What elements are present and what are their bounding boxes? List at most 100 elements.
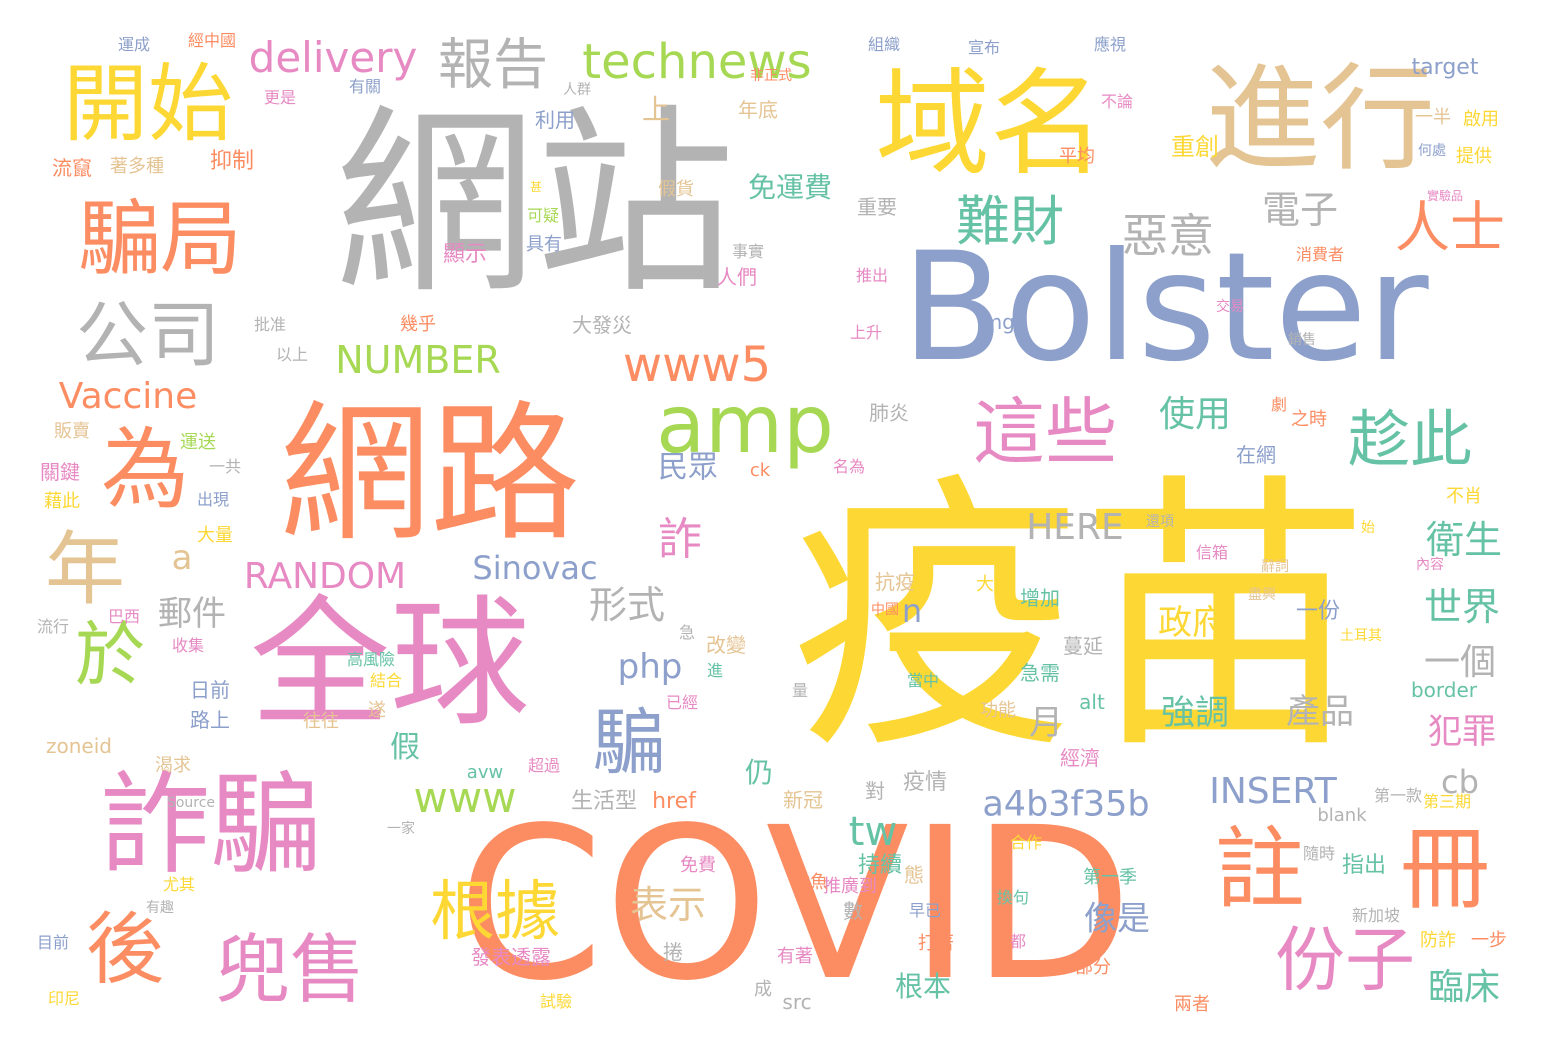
word-192: 劇 [1270,395,1288,414]
word-46: 衛生 [1425,518,1503,562]
word-20: 趁此 [1347,403,1473,476]
word-167: 人群 [563,82,591,98]
word-19: 這些 [972,390,1118,474]
word-161: 運成 [117,35,151,54]
word-154: 高風險 [346,650,396,669]
word-150: 渴求 [155,755,191,776]
word-191: 名為 [832,457,866,476]
word-href: href [652,789,696,814]
word-53: 政府 [1158,603,1226,643]
word-146: 合作 [1009,833,1043,852]
word-134: 發表透露 [471,945,551,969]
word-148: 功能 [980,700,1016,721]
word-91: 肺炎 [869,401,909,425]
word-170: 不論 [1100,92,1134,111]
word-190: 有趣 [146,900,174,916]
word-13: 為 [100,418,190,521]
word-5: 網路 [279,388,581,562]
word-156: 流行 [36,617,70,636]
word-17: 兜售 [214,925,366,1014]
word-25: 騙 [580,704,664,776]
word-49: 犯罪 [1428,712,1496,752]
word-tw: tw [848,809,898,855]
word-163: 組織 [867,35,901,54]
word-insert: INSERT [1209,771,1337,812]
word-96: 蔓延 [1063,634,1103,658]
word-64: 月 [1029,703,1063,743]
word-168: 非正式 [750,68,792,84]
word-114: 販賣 [54,421,90,442]
word-65: 上 [641,93,671,126]
word-93: 改變 [706,633,746,657]
word-74: 新冠 [783,788,823,812]
word-182: 中國 [871,602,899,618]
word-143: 早已 [908,901,942,920]
word-126: 第三期 [1422,792,1472,811]
word-159: 出現 [196,490,230,509]
word-87: 抑制 [209,149,255,174]
word-sinovac: Sinovac [472,549,598,587]
word-185: 已經 [665,693,699,712]
word-zoneid: zoneid [46,734,112,758]
word-71: 疫情 [902,770,948,795]
word-103: 平均 [1059,146,1095,167]
word-155: 巴西 [107,607,141,626]
word-138: 目前 [36,933,70,952]
word-target: target [1411,55,1479,80]
word-src: src [782,990,812,1014]
word-125: 第一款 [1373,786,1423,805]
word-189: 捲 [663,940,683,964]
word-66: 假 [390,730,420,765]
word-1: 疫苗 [790,451,1370,788]
word-11: 騙局 [77,192,243,287]
word-176: 始 [1361,520,1375,536]
word-98: 經濟 [1060,746,1100,770]
word-29: 難財 [956,190,1064,253]
word-cb: cb [1441,763,1479,801]
word-26: 報告 [437,32,549,97]
word-7: 域名 [874,57,1106,192]
word-196: 一家 [387,821,415,837]
word-183: 當中 [906,671,940,690]
word-a4b3f35b: a4b3f35b [982,784,1150,825]
word-117: 顯示 [442,242,488,267]
word-avw: avw [466,762,504,783]
word-181: 大 [976,574,994,595]
word-45: 使用 [1158,394,1232,435]
word-68: 根本 [894,970,952,1003]
word-8: 進行 [1204,52,1436,187]
word-144: 換句 [996,888,1030,907]
word-107: 之時 [1291,409,1327,430]
word-ck: ck [749,460,771,481]
word-173: 交易 [1216,299,1244,315]
word-171: 何處 [1418,143,1446,159]
word-16: 後 [85,905,165,995]
word-188: 成 [754,979,772,1000]
word-border: border [1410,678,1478,702]
word-php: php [617,647,683,687]
word-137: 尤其 [162,875,196,894]
word-51: 臨床 [1427,967,1501,1008]
word-136: 免費 [680,855,716,876]
word-184: 進 [706,661,724,680]
word-n: n [901,592,923,630]
word-162: 經中國 [187,31,237,50]
word-113: 藉此 [44,491,80,512]
word-58: 形式 [588,583,666,627]
word-92: 抗疫 [875,570,915,594]
word-166: 有關 [348,77,382,96]
word-157: 收集 [171,636,205,655]
word-15: 於 [75,614,145,696]
word-69: 持續 [857,853,903,878]
word-6: 全球 [249,583,531,746]
word-vaccine: Vaccine [58,376,198,417]
word-number: NUMBER [335,338,501,382]
word-122: 幾乎 [400,314,436,335]
word-165: 應視 [1093,35,1127,54]
word-89: 大發災 [572,313,632,337]
word-109: 日前 [190,678,230,702]
word-88: 重要 [857,195,897,219]
word-67: 仍 [744,756,774,789]
word-110: 路上 [190,708,230,732]
word-30: 惡意 [1122,209,1214,263]
